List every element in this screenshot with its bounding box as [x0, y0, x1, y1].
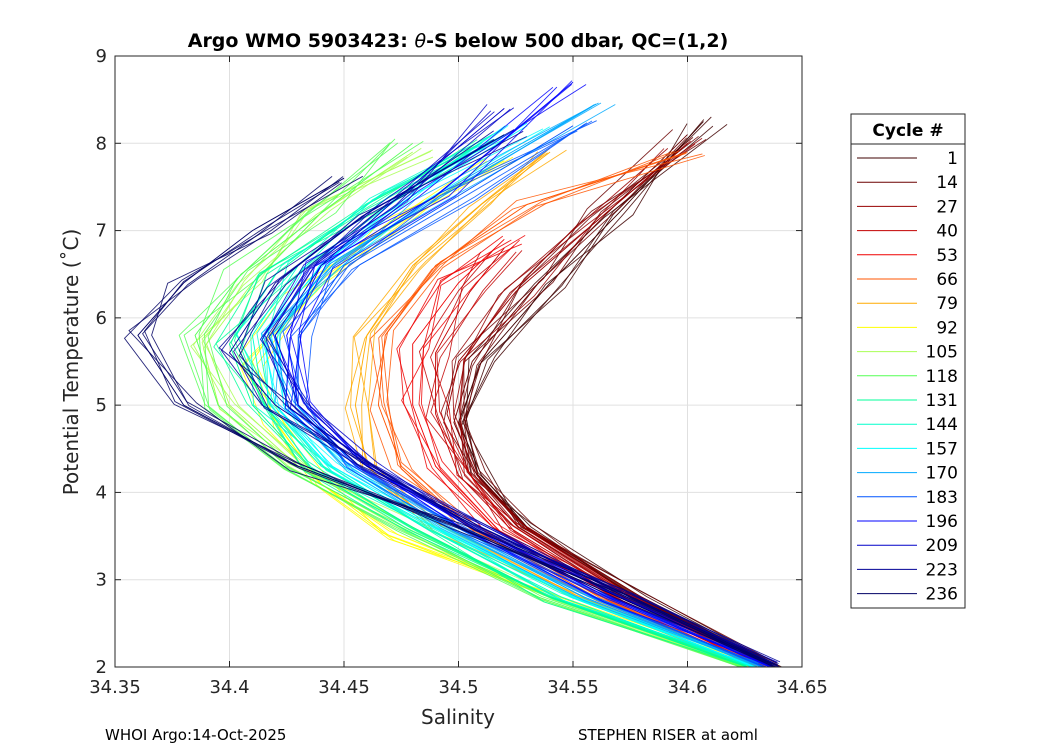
y-tick-label: 5 — [96, 395, 107, 416]
series-line-cycle-170-profile — [274, 102, 761, 668]
legend-label-14: 14 — [936, 173, 958, 193]
series-line-cycle-236-profile — [151, 182, 777, 668]
legend-label-118: 118 — [926, 367, 958, 387]
series-line-cycle-236-profile — [123, 175, 777, 666]
series-line-cycle-223-profile — [233, 130, 779, 665]
footer-right: STEPHEN RISER at aoml — [578, 726, 758, 744]
series-line-cycle-223-profile — [238, 129, 780, 668]
series-line-cycle-1-profile — [459, 116, 779, 668]
legend-label-223: 223 — [926, 560, 958, 580]
series-line-cycle-66-profile — [369, 150, 759, 666]
x-tick-label: 34.35 — [89, 677, 141, 698]
legend-label-105: 105 — [926, 343, 958, 363]
series-line-cycle-209-profile — [264, 110, 777, 668]
y-tick-label: 2 — [96, 657, 107, 678]
legend-label-1: 1 — [947, 149, 958, 169]
legend-label-79: 79 — [936, 294, 958, 314]
series-line-cycle-27-profile — [458, 140, 770, 668]
legend-label-170: 170 — [926, 464, 958, 484]
legend-items: 1 14 27 40 53 66 79 92 105 118 131 144 157 170 183 196 2… — [857, 149, 958, 605]
series-line-cycle-118-profile — [183, 138, 744, 667]
x-tick-label: 34.6 — [667, 677, 707, 698]
x-axis-label: Salinity — [421, 705, 495, 729]
legend-label-144: 144 — [926, 415, 958, 435]
series-line-cycle-79-profile — [361, 149, 754, 668]
legend-label-53: 53 — [936, 246, 958, 266]
series-line-cycle-118-profile — [198, 141, 741, 668]
series-lines — [123, 80, 782, 668]
series-line-cycle-157-profile — [262, 128, 756, 663]
legend-box — [850, 113, 966, 609]
y-tick-label: 7 — [96, 221, 107, 242]
legend-label-196: 196 — [926, 512, 958, 532]
series-line-cycle-53-profile — [396, 235, 764, 668]
series-line-cycle-14-profile — [464, 137, 777, 668]
y-tick-label: 3 — [96, 570, 107, 591]
series-line-cycle-27 — [446, 142, 771, 668]
legend-label-66: 66 — [936, 270, 958, 290]
legend-label-183: 183 — [926, 488, 958, 508]
y-tick-label: 4 — [96, 482, 107, 503]
series-line-cycle-27-profile — [453, 148, 768, 665]
x-tick-label: 34.45 — [318, 677, 370, 698]
legend-label-157: 157 — [926, 439, 958, 459]
series-line-cycle-118-profile — [204, 144, 744, 666]
y-tick-label: 9 — [96, 46, 107, 67]
y-tick-label: 6 — [96, 308, 107, 329]
legend-label-236: 236 — [926, 585, 958, 605]
x-tick-label: 34.5 — [438, 677, 478, 698]
series-line-cycle-236 — [137, 177, 775, 668]
legend: Cycle # 1 14 27 40 53 66 79 92 105 118 131 144 157 17… — [850, 113, 966, 609]
legend-label-209: 209 — [926, 536, 958, 556]
series-line-cycle-118 — [194, 142, 743, 668]
series-line-cycle-170-profile — [269, 104, 758, 668]
series-line-cycle-14-profile — [463, 135, 778, 664]
footer-left: WHOI Argo:14-Oct-2025 — [105, 726, 287, 744]
series-line-cycle-66-profile — [381, 152, 757, 667]
series-line-cycle-131-profile — [230, 141, 749, 668]
y-axis-ticks: 2 3 4 5 6 7 8 9 — [96, 46, 802, 678]
legend-label-27: 27 — [936, 197, 958, 217]
y-axis-label: Potential Temperature (˚C) — [59, 229, 83, 496]
legend-label-40: 40 — [936, 222, 958, 242]
x-tick-label: 34.65 — [776, 677, 828, 698]
x-tick-label: 34.55 — [547, 677, 599, 698]
x-tick-label: 34.4 — [209, 677, 249, 698]
series-line-cycle-183-profile — [305, 120, 765, 668]
x-axis-ticks: 34.35 34.4 34.45 34.5 34.55 34.6 34.65 — [89, 56, 828, 698]
y-tick-label: 8 — [96, 133, 107, 154]
chart-title: Argo WMO 5903423: θ-S below 500 dbar, QC… — [188, 30, 729, 52]
series-line-cycle-236-profile — [128, 176, 774, 665]
series-line-cycle-196-profile — [271, 86, 769, 663]
series-line-cycle-79-profile — [367, 152, 753, 668]
series-line-cycle-196-profile — [284, 83, 772, 668]
series-line-cycle-27-profile — [451, 143, 770, 668]
legend-label-131: 131 — [926, 391, 958, 411]
series-line-cycle-131 — [228, 142, 748, 668]
legend-title: Cycle # — [872, 121, 943, 141]
series-line-cycle-144-profile — [235, 139, 754, 668]
legend-label-92: 92 — [936, 318, 958, 338]
series-line-cycle-40-profile — [430, 245, 767, 666]
series-line-cycle-131-profile — [241, 145, 750, 667]
